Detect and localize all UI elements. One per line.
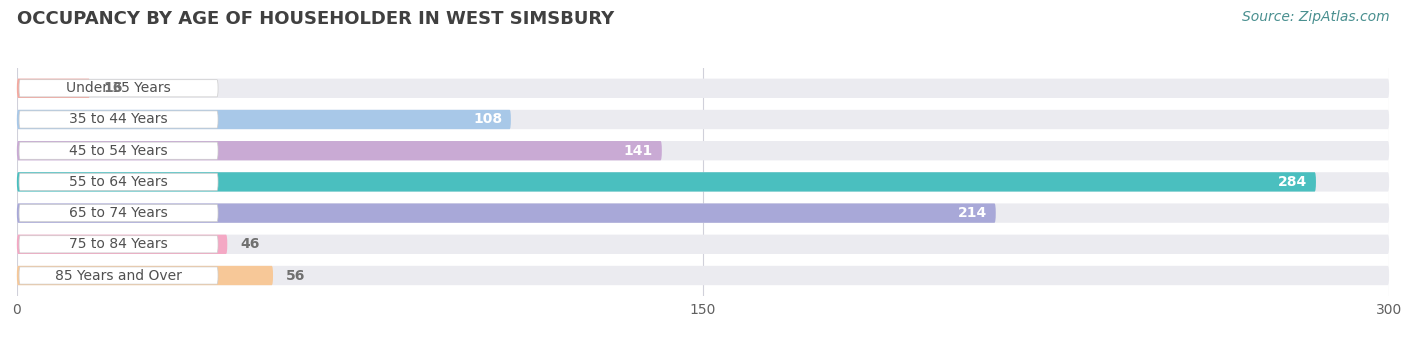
Text: 35 to 44 Years: 35 to 44 Years: [69, 113, 167, 126]
Text: 108: 108: [472, 113, 502, 126]
Text: 214: 214: [957, 206, 987, 220]
FancyBboxPatch shape: [17, 172, 1389, 191]
FancyBboxPatch shape: [17, 172, 1316, 191]
Text: Source: ZipAtlas.com: Source: ZipAtlas.com: [1241, 10, 1389, 24]
FancyBboxPatch shape: [17, 141, 1389, 160]
Text: 65 to 74 Years: 65 to 74 Years: [69, 206, 167, 220]
Text: 85 Years and Over: 85 Years and Over: [55, 269, 181, 283]
Text: OCCUPANCY BY AGE OF HOUSEHOLDER IN WEST SIMSBURY: OCCUPANCY BY AGE OF HOUSEHOLDER IN WEST …: [17, 10, 614, 28]
Text: 284: 284: [1278, 175, 1308, 189]
Text: 16: 16: [103, 81, 122, 95]
Text: 75 to 84 Years: 75 to 84 Years: [69, 237, 167, 251]
FancyBboxPatch shape: [17, 110, 1389, 129]
FancyBboxPatch shape: [20, 205, 218, 222]
FancyBboxPatch shape: [20, 80, 218, 97]
Text: 46: 46: [240, 237, 260, 251]
FancyBboxPatch shape: [17, 266, 273, 285]
FancyBboxPatch shape: [17, 203, 995, 223]
FancyBboxPatch shape: [17, 141, 662, 160]
FancyBboxPatch shape: [17, 203, 1389, 223]
FancyBboxPatch shape: [17, 235, 228, 254]
FancyBboxPatch shape: [20, 142, 218, 159]
FancyBboxPatch shape: [20, 111, 218, 128]
FancyBboxPatch shape: [17, 110, 510, 129]
FancyBboxPatch shape: [17, 266, 1389, 285]
FancyBboxPatch shape: [20, 173, 218, 190]
Text: 45 to 54 Years: 45 to 54 Years: [69, 144, 167, 158]
FancyBboxPatch shape: [20, 267, 218, 284]
Text: Under 35 Years: Under 35 Years: [66, 81, 172, 95]
Text: 55 to 64 Years: 55 to 64 Years: [69, 175, 167, 189]
FancyBboxPatch shape: [17, 235, 1389, 254]
FancyBboxPatch shape: [17, 79, 90, 98]
Text: 141: 141: [624, 144, 654, 158]
Text: 56: 56: [285, 269, 305, 283]
FancyBboxPatch shape: [20, 236, 218, 253]
FancyBboxPatch shape: [17, 79, 1389, 98]
